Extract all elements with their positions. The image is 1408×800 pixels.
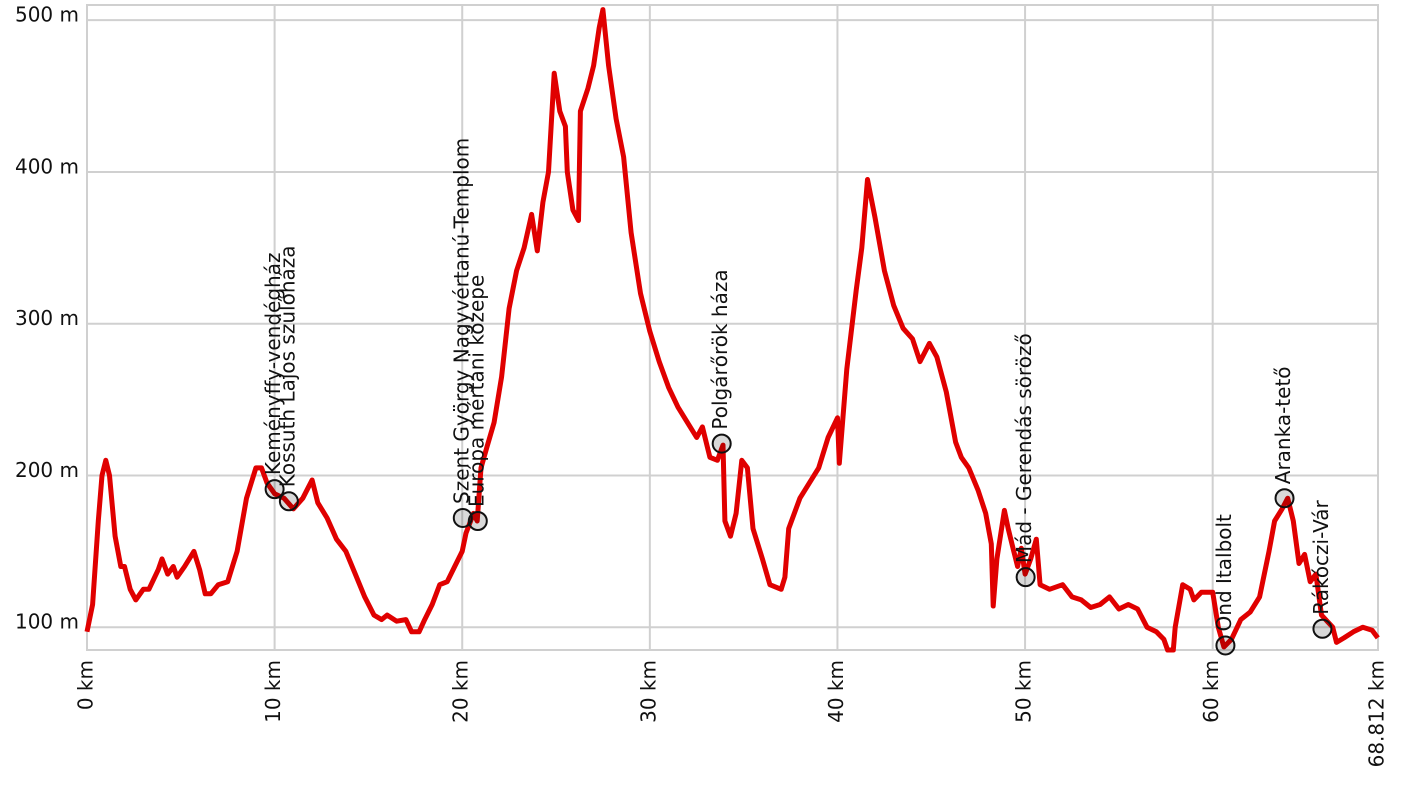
x-tick-label: 68.812 km	[1365, 660, 1389, 767]
x-tick-label: 10 km	[261, 660, 285, 723]
poi-marker	[264, 479, 285, 500]
x-tick-label: 30 km	[636, 660, 660, 723]
poi-label: Mád - Gerendás söröző	[1012, 333, 1036, 563]
poi-marker	[1215, 635, 1236, 656]
poi-marker	[452, 507, 473, 528]
x-tick-label: 60 km	[1199, 660, 1223, 723]
poi-label: Polgárőrök háza	[708, 269, 732, 429]
x-tick-label: 50 km	[1012, 660, 1036, 723]
poi-marker	[1312, 618, 1333, 639]
y-tick-label: 500 m	[15, 3, 79, 27]
poi-marker	[1015, 567, 1036, 588]
poi-label: Európa mértani közepe	[464, 275, 488, 507]
poi-label: Kossuth Lajos szülőháza	[275, 245, 299, 487]
x-tick-label: 0 km	[74, 660, 98, 710]
poi-label: Ond Italbolt	[1212, 514, 1236, 632]
poi-label: Aranka-tető	[1271, 366, 1295, 484]
y-tick-label: 400 m	[15, 154, 79, 178]
poi-label: Szent György Nagyvértanú-Templom	[449, 138, 473, 504]
y-tick-label: 300 m	[15, 306, 79, 330]
poi-label: Rákóczi-Vár	[1309, 499, 1333, 614]
x-tick-label: 20 km	[449, 660, 473, 723]
poi-marker	[1274, 488, 1295, 509]
x-tick-label: 40 km	[824, 660, 848, 723]
y-tick-label: 100 m	[15, 610, 79, 634]
poi-marker	[467, 511, 488, 531]
poi-marker	[278, 491, 299, 512]
y-tick-label: 200 m	[15, 458, 79, 482]
poi-marker	[711, 433, 732, 454]
poi-label: Keményffy-vendégház	[261, 253, 285, 476]
